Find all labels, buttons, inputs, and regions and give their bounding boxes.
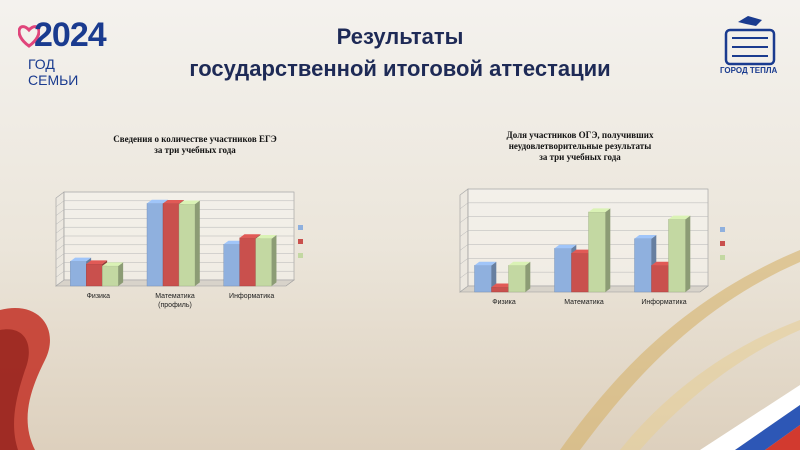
ege-participants-chart: Физика Математика (профиль) Информатика <box>55 191 303 309</box>
gridline <box>459 230 708 237</box>
gridline <box>55 209 294 216</box>
legend-swatch <box>720 255 725 260</box>
page-title-line-2: государственной итоговой аттестации <box>189 56 611 81</box>
bar-front <box>239 237 256 287</box>
chart-1-title: Сведения о количестве участников ЕГЭ за … <box>80 134 310 156</box>
gridline <box>55 253 294 260</box>
gridline <box>459 244 708 251</box>
page-title-line-1: Результаты <box>336 24 464 49</box>
bar-side <box>195 200 200 286</box>
side-wall <box>459 188 469 293</box>
year-of-family-logo: 2024 ГОД СЕМЬИ <box>18 14 108 88</box>
bar-top <box>179 200 200 205</box>
legend-swatch <box>298 225 303 230</box>
gridline <box>55 279 294 287</box>
bar-front <box>474 265 492 293</box>
logo-city-text: ГОРОД ТЕПЛА <box>720 66 778 75</box>
bar-top <box>86 260 108 264</box>
gridline <box>55 244 294 251</box>
bar-top <box>163 199 184 204</box>
bar-top <box>147 199 168 204</box>
gridline <box>459 202 708 210</box>
bar-side <box>118 262 124 286</box>
bar-top <box>70 257 92 262</box>
bar-front <box>102 265 119 287</box>
gridline <box>55 218 294 225</box>
gridline <box>55 270 294 278</box>
bar-top <box>102 262 124 266</box>
bar-top <box>223 240 245 245</box>
bar-front <box>70 261 87 287</box>
legend-swatch <box>298 253 303 258</box>
gridline <box>55 191 294 199</box>
bar-side <box>525 261 531 292</box>
logo-subtitle: ГОД СЕМЬИ <box>28 56 79 88</box>
bar-front <box>178 203 196 287</box>
gridline <box>459 271 708 279</box>
x-tick-label: (профиль) <box>158 302 192 309</box>
bar-front <box>491 286 509 293</box>
bar-front <box>146 203 164 287</box>
x-tick-label: Информатика <box>229 293 274 300</box>
chart-2-title-line-2: неудовлетворительные результаты <box>508 141 652 151</box>
x-tick-label: Физика <box>492 299 516 306</box>
chart-2-title-line-3: за три учебных года <box>539 152 621 162</box>
chart-2-title-line-1: Доля участников ОГЭ, получивших <box>506 130 654 140</box>
bar-top <box>508 261 531 266</box>
bar-top <box>651 261 674 266</box>
legend-swatch <box>720 241 725 246</box>
bar-front <box>588 211 606 293</box>
bar-top <box>491 283 514 288</box>
x-tick-label: Информатика <box>641 299 686 306</box>
bar-side <box>605 208 611 292</box>
gridline <box>459 188 708 196</box>
gridline <box>55 200 294 207</box>
bar-side <box>491 261 497 292</box>
bar-front <box>554 248 572 293</box>
gridline <box>459 216 708 223</box>
gridline <box>55 235 294 243</box>
bar-side <box>271 235 277 286</box>
gridline <box>55 262 294 269</box>
bar-top <box>634 235 657 239</box>
bar-top <box>668 215 691 220</box>
oge-failure-share-chart: Физика Математика Информатика <box>459 188 725 306</box>
bar-top <box>474 261 497 266</box>
bar-front <box>255 238 272 287</box>
gridline <box>55 226 294 234</box>
bar-front <box>508 265 526 293</box>
bar-front <box>86 263 103 287</box>
chart-2-title: Доля участников ОГЭ, получивших неудовле… <box>480 130 680 163</box>
bar-front <box>162 203 180 287</box>
bar-top <box>571 249 594 254</box>
gridline <box>459 285 708 293</box>
chart-1-title-line-1: Сведения о количестве участников ЕГЭ <box>113 134 277 144</box>
bar-top <box>588 208 611 212</box>
bar-front <box>634 238 652 293</box>
bar-side <box>685 215 691 292</box>
chart-1-title-line-2: за три учебных года <box>154 145 236 155</box>
city-logo: ГОРОД ТЕПЛА <box>718 14 782 80</box>
gridline <box>459 258 708 265</box>
bar-top <box>239 234 261 238</box>
bar-top <box>255 235 277 239</box>
bar-front <box>651 265 669 293</box>
heart-icon <box>18 25 40 48</box>
bar-front <box>223 244 240 287</box>
logo-year: 2024 <box>34 16 107 54</box>
x-tick-label: Математика <box>564 299 604 306</box>
legend-swatch <box>720 227 725 232</box>
x-tick-label: Физика <box>87 293 111 300</box>
legend-swatch <box>298 239 303 244</box>
x-tick-label: Математика <box>155 293 195 300</box>
surgut-emblem-icon <box>724 16 776 66</box>
bar-front <box>571 252 589 293</box>
bar-top <box>554 244 577 249</box>
bar-front <box>668 219 686 293</box>
